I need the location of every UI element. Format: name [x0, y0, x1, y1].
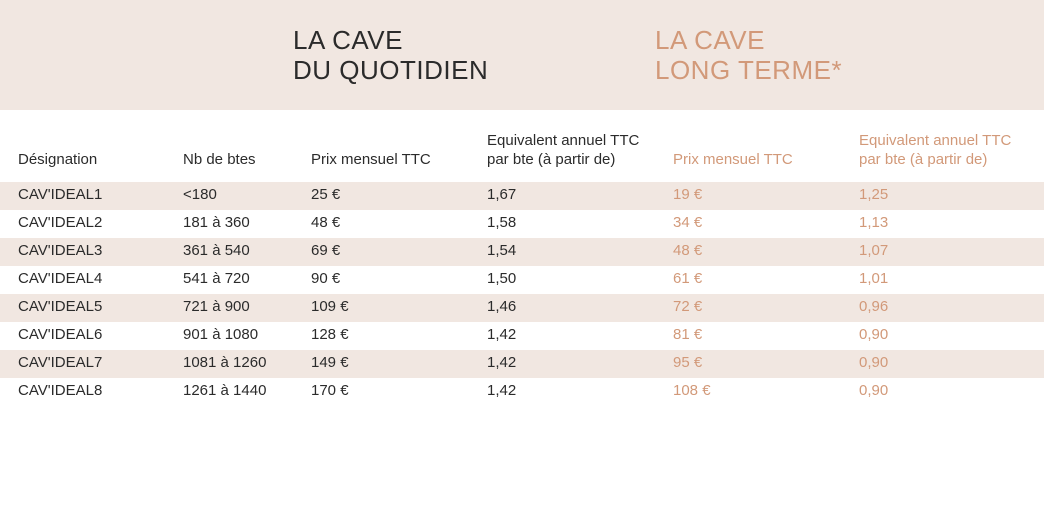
table-cell: 1,42 [469, 354, 655, 373]
table-cell: 90 € [293, 270, 469, 289]
table-cell: 108 € [655, 382, 841, 401]
table-row: CAV'IDEAL4541 à 72090 €1,5061 €1,01 [0, 266, 1044, 294]
table-row: CAV'IDEAL5721 à 900109 €1,4672 €0,96 [0, 294, 1044, 322]
header-title-quotidien: LA CAVE DU QUOTIDIEN [293, 26, 488, 86]
table-cell: 1,50 [469, 270, 655, 289]
table-cell: 541 à 720 [165, 270, 293, 289]
table-row: CAV'IDEAL71081 à 1260149 €1,4295 €0,90 [0, 350, 1044, 378]
table-cell: 1,07 [841, 242, 1027, 261]
table-cell: 1081 à 1260 [165, 354, 293, 373]
col-header-designation: Désignation [0, 151, 165, 170]
col-header-prix-mensuel-lt: Prix mensuel TTC [655, 151, 841, 170]
table-cell: 149 € [293, 354, 469, 373]
table-cell: 1261 à 1440 [165, 382, 293, 401]
col-header-prix-mensuel: Prix mensuel TTC [293, 151, 469, 170]
table-cell: 1,67 [469, 186, 655, 205]
table-row: CAV'IDEAL3361 à 54069 €1,5448 €1,07 [0, 238, 1044, 266]
table-cell: 170 € [293, 382, 469, 401]
table-cell: CAV'IDEAL1 [0, 186, 165, 205]
table-cell: 0,90 [841, 382, 1027, 401]
table-cell: 1,58 [469, 214, 655, 233]
table-cell: 25 € [293, 186, 469, 205]
table-cell: CAV'IDEAL6 [0, 326, 165, 345]
col-header-nb-btes: Nb de btes [165, 151, 293, 170]
table-cell: 1,54 [469, 242, 655, 261]
table-row: CAV'IDEAL6901 à 1080128 €1,4281 €0,90 [0, 322, 1044, 350]
table-cell: 1,46 [469, 298, 655, 317]
table-cell: 81 € [655, 326, 841, 345]
table-cell: 901 à 1080 [165, 326, 293, 345]
table-cell: 48 € [293, 214, 469, 233]
table-cell: 109 € [293, 298, 469, 317]
pricing-table-container: LA CAVE DU QUOTIDIEN LA CAVE LONG TERME*… [0, 0, 1044, 436]
table-body: CAV'IDEAL1<18025 €1,6719 €1,25CAV'IDEAL2… [0, 182, 1044, 406]
table-header-row: Désignation Nb de btes Prix mensuel TTC … [0, 110, 1044, 182]
table-cell: 181 à 360 [165, 214, 293, 233]
table-cell: CAV'IDEAL5 [0, 298, 165, 317]
table-cell: 361 à 540 [165, 242, 293, 261]
table-cell: 1,13 [841, 214, 1027, 233]
table-cell: 72 € [655, 298, 841, 317]
table-cell: 0,90 [841, 354, 1027, 373]
pricing-table: Désignation Nb de btes Prix mensuel TTC … [0, 110, 1044, 406]
table-row: CAV'IDEAL2181 à 36048 €1,5834 €1,13 [0, 210, 1044, 238]
table-cell: 48 € [655, 242, 841, 261]
table-cell: 1,42 [469, 382, 655, 401]
table-cell: 34 € [655, 214, 841, 233]
table-cell: 95 € [655, 354, 841, 373]
table-row: CAV'IDEAL1<18025 €1,6719 €1,25 [0, 182, 1044, 210]
table-cell: 0,90 [841, 326, 1027, 345]
table-cell: <180 [165, 186, 293, 205]
table-cell: 1,42 [469, 326, 655, 345]
table-cell: 1,25 [841, 186, 1027, 205]
table-cell: 19 € [655, 186, 841, 205]
table-cell: 721 à 900 [165, 298, 293, 317]
table-cell: 128 € [293, 326, 469, 345]
col-header-equiv-annuel: Equivalent annuel TTC par bte (à partir … [469, 132, 655, 170]
header-title-long-terme: LA CAVE LONG TERME* [655, 26, 842, 86]
table-cell: CAV'IDEAL4 [0, 270, 165, 289]
table-cell: 69 € [293, 242, 469, 261]
table-cell: CAV'IDEAL3 [0, 242, 165, 261]
table-cell: 1,01 [841, 270, 1027, 289]
table-cell: CAV'IDEAL7 [0, 354, 165, 373]
table-row: CAV'IDEAL81261 à 1440170 €1,42108 €0,90 [0, 378, 1044, 406]
header-band: LA CAVE DU QUOTIDIEN LA CAVE LONG TERME* [0, 0, 1044, 110]
table-cell: 61 € [655, 270, 841, 289]
table-cell: CAV'IDEAL2 [0, 214, 165, 233]
col-header-equiv-annuel-lt: Equivalent annuel TTC par bte (à partir … [841, 132, 1027, 170]
table-cell: 0,96 [841, 298, 1027, 317]
table-cell: CAV'IDEAL8 [0, 382, 165, 401]
